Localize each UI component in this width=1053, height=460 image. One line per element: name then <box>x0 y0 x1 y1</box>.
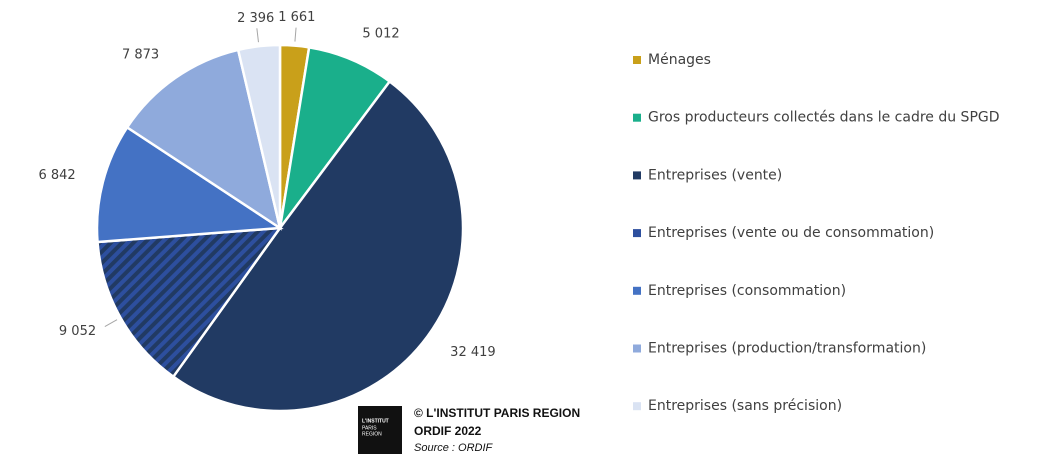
legend-label: Entreprises (vente) <box>648 167 782 183</box>
credit: © L'INSTITUT PARIS REGION <box>414 406 580 420</box>
legend-swatch <box>633 344 641 353</box>
pie-slice <box>96 226 283 379</box>
leader-line <box>104 319 118 328</box>
legend-swatch <box>633 402 641 411</box>
data-label: 5 012 <box>362 26 399 41</box>
legend-swatch <box>633 171 641 180</box>
data-label: 2 396 <box>237 11 274 26</box>
pie-slice <box>171 79 465 413</box>
leader-line <box>256 28 259 43</box>
data-label: 7 873 <box>122 48 159 63</box>
legend-swatch <box>633 286 641 295</box>
legend-label: Entreprises (production/transformation) <box>648 341 926 357</box>
logo-text: REGION <box>362 431 382 437</box>
legend-label: Gros producteurs collectés dans le cadre… <box>648 110 1000 126</box>
legend-swatch <box>633 56 641 64</box>
pie-slice <box>236 43 282 229</box>
logo-text: L'INSTITUT <box>362 418 389 424</box>
legend-swatch <box>633 113 641 122</box>
legend-swatch <box>633 229 641 238</box>
data-label: 1 661 <box>278 10 315 25</box>
pie-slice <box>95 125 284 244</box>
logo-text: PARIS <box>362 425 377 431</box>
legend: Ménages Gros producteurs collectés dans l… <box>633 52 1000 414</box>
legend-label: Entreprises (vente ou de consommation) <box>648 225 934 241</box>
pie-slice <box>125 48 282 231</box>
logo <box>358 406 402 454</box>
data-label: 32 419 <box>450 345 496 360</box>
legend-label: Entreprises (consommation) <box>648 283 846 299</box>
source: Source : ORDIF <box>414 442 494 454</box>
edition: ORDIF 2022 <box>414 424 482 438</box>
legend-label: Ménages <box>648 52 711 68</box>
legend-label: Entreprises (sans précision) <box>648 398 842 414</box>
data-label: 9 052 <box>59 324 96 339</box>
pie: 1 661 5 012 32 419 9 052 6 842 7 873 2 396 <box>38 10 496 413</box>
data-label: 6 842 <box>38 168 75 183</box>
leader-line <box>294 27 297 42</box>
